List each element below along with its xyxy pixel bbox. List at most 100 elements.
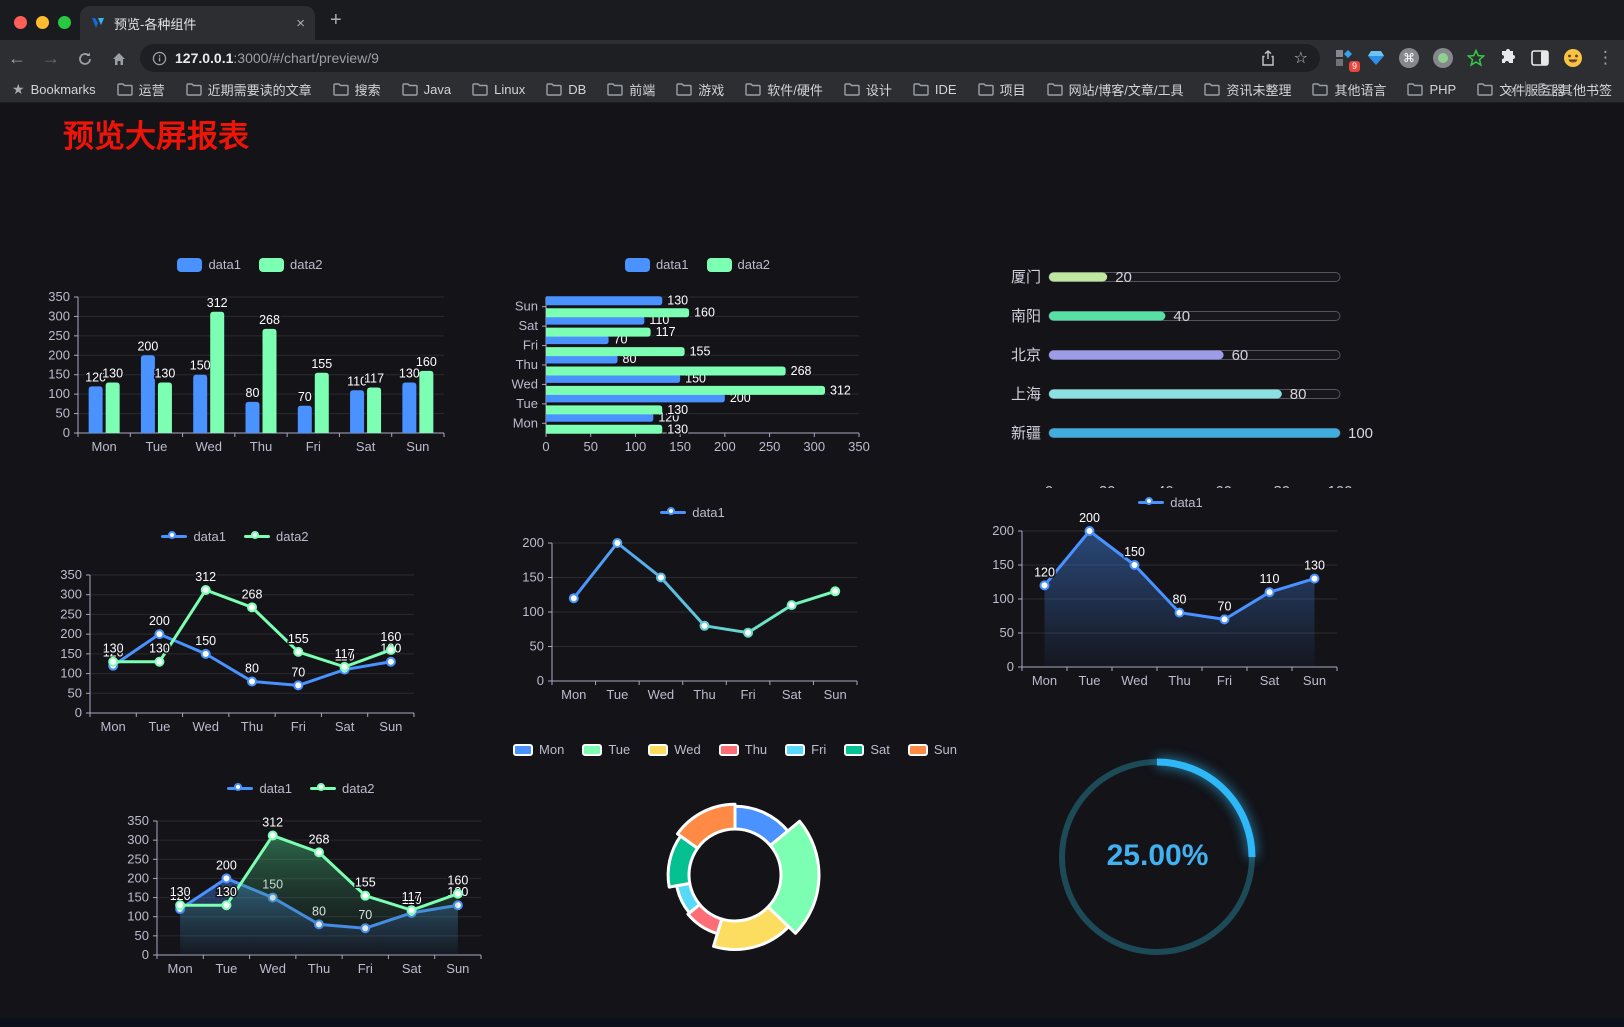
svg-text:300: 300	[60, 587, 82, 602]
bookmark-folder-item[interactable]: 其他语言	[1312, 80, 1386, 99]
tab-title: 预览-各种组件	[114, 16, 197, 32]
legend-item[interactable]: Fri	[785, 742, 826, 757]
legend-item[interactable]: data1	[161, 529, 226, 544]
extension-star-icon[interactable]	[1467, 49, 1485, 67]
svg-text:300: 300	[48, 308, 70, 323]
close-window-button[interactable]	[14, 16, 27, 29]
extension-grid-icon[interactable]: 9	[1335, 49, 1360, 72]
svg-text:150: 150	[669, 439, 691, 454]
bookmark-folder-item[interactable]: 前端	[607, 80, 655, 99]
legend-item[interactable]: Thu	[718, 742, 767, 757]
reload-button[interactable]	[68, 48, 102, 69]
extension-command-icon[interactable]: ⌘	[1399, 48, 1419, 68]
svg-text:100: 100	[48, 386, 70, 401]
bookmark-folder-item[interactable]: 设计	[844, 80, 892, 99]
legend-item[interactable]: data2	[244, 529, 309, 544]
bookmark-folder-item[interactable]: IDE	[913, 82, 957, 97]
legend-item[interactable]: data1	[177, 257, 241, 272]
forward-button[interactable]: →	[42, 47, 60, 68]
legend-item[interactable]: data1	[660, 505, 725, 520]
legend-label: Wed	[674, 742, 701, 757]
bookmark-folder-item[interactable]: PHP	[1407, 82, 1456, 97]
svg-text:Sat: Sat	[782, 687, 802, 702]
svg-text:Fri: Fri	[740, 687, 755, 702]
tab-close-icon[interactable]: ×	[296, 14, 305, 32]
legend-item[interactable]: data1	[1138, 495, 1203, 510]
svg-text:0: 0	[1045, 483, 1053, 488]
svg-text:160: 160	[447, 874, 468, 888]
other-bookmarks-folder[interactable]: 其他书签	[1538, 80, 1612, 99]
bookmark-folder-item[interactable]: 运营	[116, 80, 165, 99]
home-button[interactable]	[102, 48, 136, 69]
bookmark-folder-item[interactable]: 软件/硬件	[745, 80, 823, 99]
extension-gem-icon[interactable]	[1367, 50, 1385, 66]
folder-icon	[546, 82, 562, 96]
svg-text:350: 350	[848, 439, 870, 454]
bookmark-folder-item[interactable]: 网站/博客/文章/工具	[1046, 80, 1183, 99]
bookmark-folder-item[interactable]: 项目	[977, 80, 1026, 99]
url-bar[interactable]: 127.0.0.1:3000/#/chart/preview/9 ☆	[140, 44, 1320, 72]
svg-text:Sat: Sat	[518, 318, 538, 333]
svg-text:130: 130	[103, 642, 124, 656]
svg-text:70: 70	[298, 390, 312, 404]
folder-icon	[844, 82, 860, 96]
emoji-extension-icon[interactable]	[1563, 48, 1583, 68]
bookmark-folder-item[interactable]: 近期需要读的文章	[185, 80, 312, 99]
svg-text:Sat: Sat	[402, 961, 422, 976]
bookmarks-overflow-chevron[interactable]: »	[1507, 81, 1515, 97]
svg-text:250: 250	[60, 606, 82, 621]
legend-item[interactable]: data1	[227, 781, 292, 796]
browser-tab[interactable]: 预览-各种组件 ×	[80, 6, 315, 40]
svg-text:Sat: Sat	[335, 719, 355, 734]
svg-text:150: 150	[522, 570, 544, 585]
svg-text:200: 200	[48, 347, 70, 362]
legend-item[interactable]: Mon	[513, 742, 564, 757]
svg-text:100: 100	[625, 439, 647, 454]
svg-text:80: 80	[245, 661, 259, 675]
chart-legend: data1	[978, 495, 1363, 510]
back-button[interactable]: ←	[8, 47, 26, 68]
svg-text:130: 130	[667, 294, 688, 308]
chart-legend: data1	[500, 505, 885, 520]
bookmark-folder-item[interactable]: 搜索	[332, 80, 381, 99]
legend-label: Mon	[539, 742, 565, 757]
svg-text:0: 0	[537, 673, 544, 688]
bookmark-folder-item[interactable]: Linux	[472, 82, 525, 97]
svg-text:268: 268	[259, 313, 280, 327]
bookmark-folder-item[interactable]: 文件服务器	[1477, 80, 1564, 99]
folder-icon	[745, 82, 761, 96]
extensions-puzzle-icon[interactable]	[1499, 49, 1517, 67]
chart-line-gradient: data1 0 50 100 150 200 Mon Tue Wed Thu Fri Sat Sun	[500, 499, 885, 717]
share-icon[interactable]	[1260, 49, 1276, 67]
svg-text:160: 160	[694, 306, 715, 320]
legend-item[interactable]: data2	[706, 257, 770, 272]
svg-text:130: 130	[399, 366, 420, 380]
bookmark-star-icon[interactable]: ☆	[1293, 50, 1308, 67]
sidebar-toggle-icon[interactable]	[1531, 50, 1549, 66]
bookmark-folder-item[interactable]: 资讯未整理	[1204, 80, 1291, 99]
site-info-icon[interactable]	[152, 51, 167, 66]
url-text[interactable]: 127.0.0.1:3000/#/chart/preview/9	[175, 50, 379, 66]
svg-text:Fri: Fri	[1217, 673, 1232, 688]
gauge-value-label: 25.00%	[1106, 839, 1209, 872]
minimize-window-button[interactable]	[36, 16, 49, 29]
legend-item[interactable]: Wed	[648, 742, 701, 757]
legend-item[interactable]: data2	[310, 781, 375, 796]
legend-item[interactable]: data2	[259, 257, 323, 272]
new-tab-button[interactable]: +	[330, 9, 342, 31]
zoom-window-button[interactable]	[58, 16, 71, 29]
legend-item[interactable]: Sat	[844, 742, 890, 757]
legend-item[interactable]: data1	[624, 257, 689, 272]
svg-text:100: 100	[992, 591, 1014, 606]
svg-text:20: 20	[1099, 483, 1116, 488]
bookmarks-root-item[interactable]: ★ Bookmarks	[12, 81, 96, 98]
svg-text:Tue: Tue	[145, 439, 167, 454]
extension-record-icon[interactable]	[1433, 48, 1453, 68]
bookmark-folder-item[interactable]: 游戏	[676, 80, 724, 99]
legend-item[interactable]: Tue	[582, 742, 630, 757]
bookmark-folder-item[interactable]: Java	[401, 82, 451, 97]
svg-text:0: 0	[63, 425, 70, 440]
legend-item[interactable]: Sun	[907, 742, 957, 757]
browser-menu-icon[interactable]: ⋮	[1597, 48, 1614, 67]
bookmark-folder-item[interactable]: DB	[546, 82, 586, 97]
